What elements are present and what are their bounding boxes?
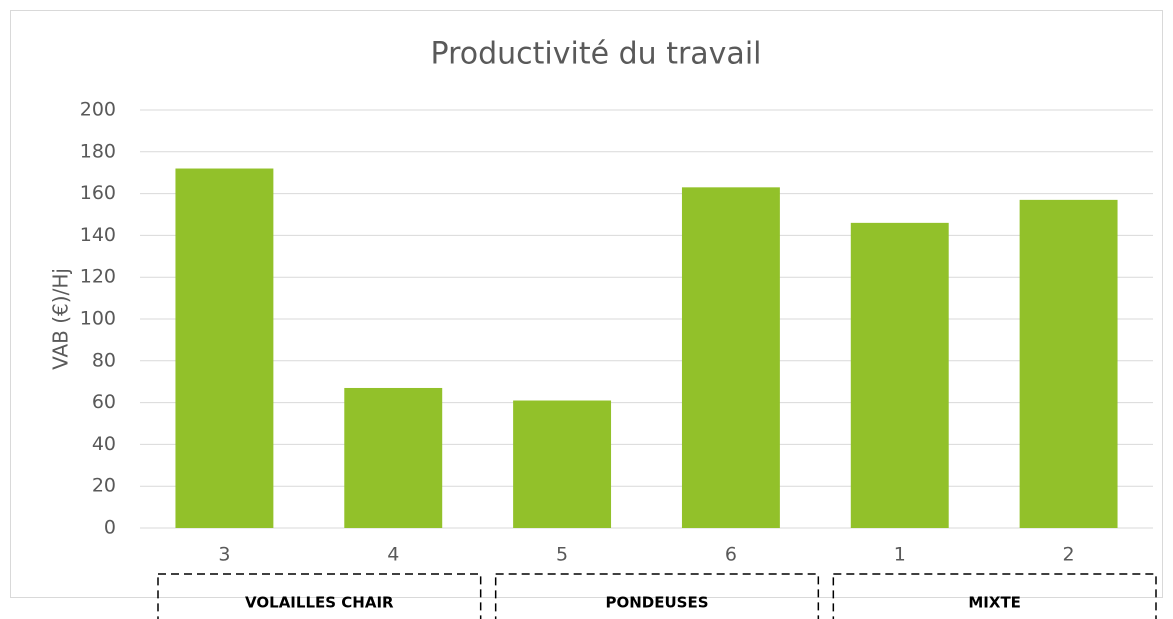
group-label: PONDEUSES: [605, 594, 708, 612]
y-tick-label: 0: [104, 517, 116, 539]
y-tick-label: 80: [92, 349, 116, 371]
y-tick-label: 20: [92, 475, 116, 497]
bar: [681, 187, 780, 528]
y-tick-label: 140: [80, 224, 116, 246]
bar: [850, 222, 949, 529]
bar: [344, 387, 443, 528]
y-tick-label: 200: [80, 99, 116, 121]
group-box: [494, 573, 820, 619]
chart-title: Productivité du travail: [431, 37, 762, 72]
y-tick-label: 180: [80, 140, 116, 162]
group-label: MIXTE: [968, 594, 1021, 612]
y-tick-label: 120: [80, 266, 116, 288]
y-tick-label: 40: [92, 433, 116, 455]
y-tick-label: 160: [80, 182, 116, 204]
bar: [513, 400, 612, 528]
x-tick-label: 4: [387, 544, 399, 566]
x-tick-label: 5: [556, 544, 568, 566]
y-axis-label: VAB (€)/Hj: [49, 268, 73, 370]
y-tick-label: 100: [80, 308, 116, 330]
bar: [1019, 199, 1118, 528]
x-tick-label: 3: [218, 544, 230, 566]
x-tick-label: 6: [725, 544, 737, 566]
y-tick-label: 60: [92, 391, 116, 413]
x-tick-label: 2: [1063, 544, 1075, 566]
group-box: [157, 573, 482, 619]
group-label: VOLAILLES CHAIR: [245, 594, 394, 612]
bar: [175, 168, 274, 528]
x-tick-label: 1: [894, 544, 906, 566]
group-box: [832, 573, 1157, 619]
